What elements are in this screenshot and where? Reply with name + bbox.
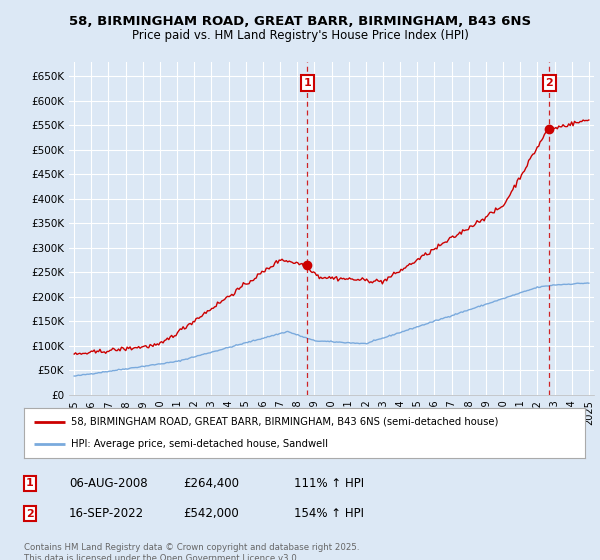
Text: £264,400: £264,400 xyxy=(183,477,239,490)
Text: Contains HM Land Registry data © Crown copyright and database right 2025.
This d: Contains HM Land Registry data © Crown c… xyxy=(24,543,359,560)
Text: 06-AUG-2008: 06-AUG-2008 xyxy=(69,477,148,490)
Text: 1: 1 xyxy=(26,478,34,488)
Text: 111% ↑ HPI: 111% ↑ HPI xyxy=(294,477,364,490)
Text: 2: 2 xyxy=(545,78,553,88)
Text: £542,000: £542,000 xyxy=(183,507,239,520)
Text: Price paid vs. HM Land Registry's House Price Index (HPI): Price paid vs. HM Land Registry's House … xyxy=(131,29,469,42)
Text: 2: 2 xyxy=(26,508,34,519)
Text: HPI: Average price, semi-detached house, Sandwell: HPI: Average price, semi-detached house,… xyxy=(71,439,328,449)
Text: 1: 1 xyxy=(304,78,311,88)
Text: 58, BIRMINGHAM ROAD, GREAT BARR, BIRMINGHAM, B43 6NS (semi-detached house): 58, BIRMINGHAM ROAD, GREAT BARR, BIRMING… xyxy=(71,417,498,427)
Text: 58, BIRMINGHAM ROAD, GREAT BARR, BIRMINGHAM, B43 6NS: 58, BIRMINGHAM ROAD, GREAT BARR, BIRMING… xyxy=(69,15,531,27)
Text: 154% ↑ HPI: 154% ↑ HPI xyxy=(294,507,364,520)
Text: 16-SEP-2022: 16-SEP-2022 xyxy=(69,507,144,520)
